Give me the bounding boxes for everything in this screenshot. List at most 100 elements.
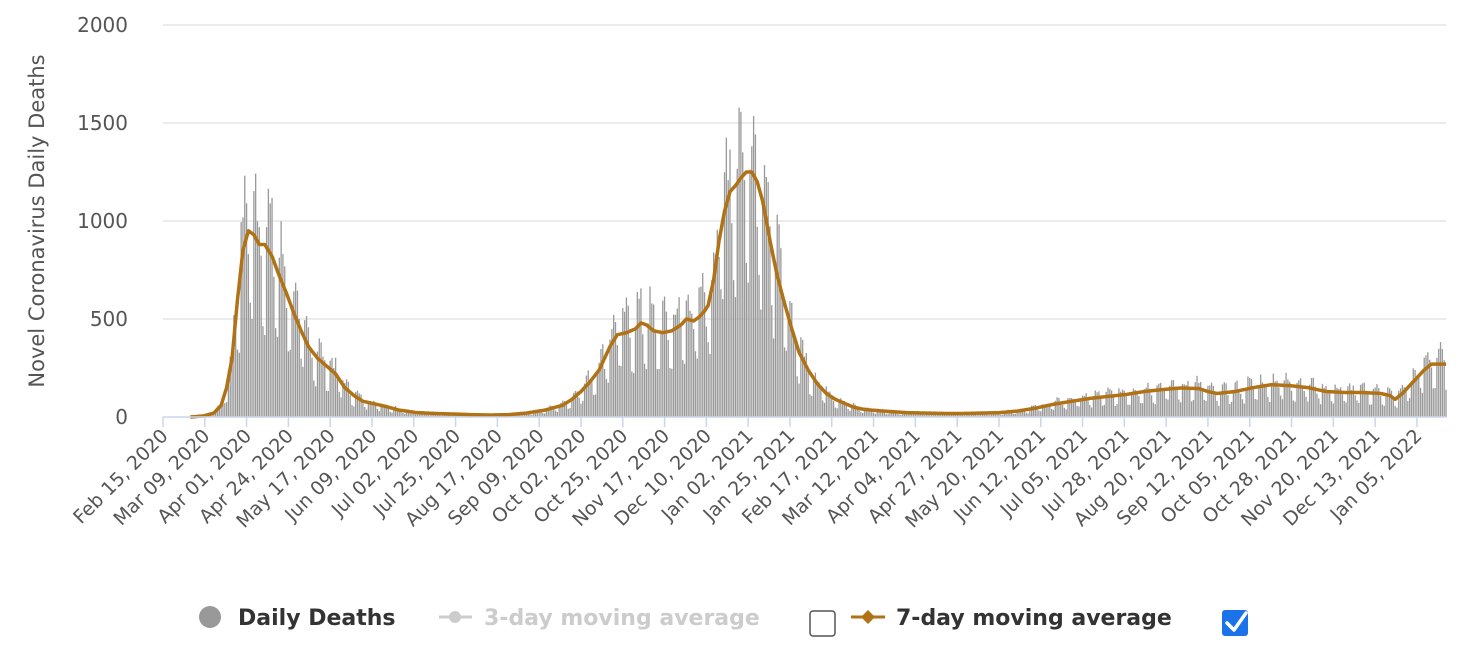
daily-death-bar[interactable] xyxy=(1269,402,1270,417)
daily-death-bar[interactable] xyxy=(259,227,260,417)
daily-death-bar[interactable] xyxy=(1253,389,1254,417)
daily-death-bar[interactable] xyxy=(266,227,267,417)
daily-death-bar[interactable] xyxy=(1442,349,1443,417)
daily-death-bar[interactable] xyxy=(1091,408,1092,417)
daily-death-bar[interactable] xyxy=(1425,355,1426,417)
daily-death-bar[interactable] xyxy=(1275,381,1276,417)
daily-death-bar[interactable] xyxy=(682,360,683,417)
daily-death-bar[interactable] xyxy=(737,169,738,417)
daily-death-bar[interactable] xyxy=(1155,404,1156,417)
daily-death-bar[interactable] xyxy=(1216,401,1217,417)
daily-death-bar[interactable] xyxy=(1409,398,1410,417)
daily-death-bar[interactable] xyxy=(1147,383,1148,417)
daily-death-bar[interactable] xyxy=(678,297,679,417)
daily-death-bar[interactable] xyxy=(1334,385,1335,417)
daily-death-bar[interactable] xyxy=(1318,398,1319,417)
daily-death-bar[interactable] xyxy=(1322,384,1323,417)
daily-death-bar[interactable] xyxy=(702,273,703,417)
daily-death-bar[interactable] xyxy=(631,371,632,417)
daily-death-bar[interactable] xyxy=(746,263,747,417)
daily-death-bar[interactable] xyxy=(728,180,729,417)
daily-death-bar[interactable] xyxy=(1333,403,1334,417)
daily-death-bar[interactable] xyxy=(579,398,580,418)
daily-death-bar[interactable] xyxy=(1235,382,1236,417)
daily-death-bar[interactable] xyxy=(362,403,363,417)
daily-death-bar[interactable] xyxy=(317,352,318,417)
daily-death-bar[interactable] xyxy=(333,368,334,417)
daily-death-bar[interactable] xyxy=(853,403,854,417)
daily-death-bar[interactable] xyxy=(589,380,590,417)
daily-death-bar[interactable] xyxy=(662,301,663,417)
daily-death-bar[interactable] xyxy=(1051,409,1052,417)
daily-death-bar[interactable] xyxy=(1300,378,1301,417)
daily-death-bar[interactable] xyxy=(644,364,645,417)
daily-death-bar[interactable] xyxy=(617,345,618,417)
daily-death-bar[interactable] xyxy=(331,358,332,417)
daily-death-bar[interactable] xyxy=(291,306,292,417)
daily-death-bar[interactable] xyxy=(308,327,309,417)
daily-death-bar[interactable] xyxy=(738,108,739,417)
legend-item-daily-deaths[interactable]: Daily Deaths xyxy=(199,606,396,631)
daily-death-bar[interactable] xyxy=(353,406,354,417)
daily-death-bar[interactable] xyxy=(1245,389,1246,417)
daily-death-bar[interactable] xyxy=(1380,396,1381,417)
daily-death-bar[interactable] xyxy=(290,350,291,417)
daily-death-bar[interactable] xyxy=(753,116,754,417)
daily-death-bar[interactable] xyxy=(1242,399,1243,417)
daily-death-bar[interactable] xyxy=(606,379,607,417)
daily-death-bar[interactable] xyxy=(1076,406,1077,417)
daily-death-bar[interactable] xyxy=(319,338,320,417)
daily-death-bar[interactable] xyxy=(762,200,763,417)
daily-death-bar[interactable] xyxy=(566,405,567,417)
daily-death-bar[interactable] xyxy=(671,369,672,417)
daily-death-bar[interactable] xyxy=(357,391,358,417)
daily-death-bar[interactable] xyxy=(1436,358,1437,417)
daily-death-bar[interactable] xyxy=(251,319,252,417)
daily-death-bar[interactable] xyxy=(582,401,583,417)
daily-death-bar[interactable] xyxy=(1427,352,1428,417)
daily-death-bar[interactable] xyxy=(1329,392,1330,417)
daily-death-bar[interactable] xyxy=(735,297,736,417)
daily-death-bar[interactable] xyxy=(784,347,785,417)
daily-death-bar[interactable] xyxy=(1278,387,1279,417)
daily-death-bar[interactable] xyxy=(1116,404,1117,417)
daily-death-bar[interactable] xyxy=(838,401,839,417)
daily-death-bar[interactable] xyxy=(786,351,787,417)
daily-death-bar[interactable] xyxy=(1402,385,1403,417)
daily-death-bar[interactable] xyxy=(1098,391,1099,417)
daily-death-bar[interactable] xyxy=(366,410,367,417)
daily-death-bar[interactable] xyxy=(1371,404,1372,417)
daily-death-bar[interactable] xyxy=(1167,400,1168,417)
daily-death-bar[interactable] xyxy=(822,400,823,417)
daily-death-bar[interactable] xyxy=(726,138,727,417)
daily-death-bar[interactable] xyxy=(749,170,750,417)
daily-death-bar[interactable] xyxy=(1364,383,1365,417)
daily-death-bar[interactable] xyxy=(1211,383,1212,417)
daily-death-bar[interactable] xyxy=(580,404,581,417)
daily-death-bar[interactable] xyxy=(677,308,678,417)
daily-death-bar[interactable] xyxy=(257,221,258,417)
daily-death-bar[interactable] xyxy=(244,176,245,417)
daily-death-bar[interactable] xyxy=(1038,411,1039,417)
daily-death-bar[interactable] xyxy=(1024,411,1025,417)
daily-death-bar[interactable] xyxy=(239,353,240,417)
daily-death-bar[interactable] xyxy=(1418,375,1419,417)
daily-death-bar[interactable] xyxy=(700,286,701,417)
daily-death-bar[interactable] xyxy=(629,338,630,417)
daily-death-bar[interactable] xyxy=(1353,386,1354,417)
daily-death-bar[interactable] xyxy=(600,349,601,417)
daily-death-bar[interactable] xyxy=(1267,397,1268,417)
daily-death-bar[interactable] xyxy=(377,409,378,417)
daily-death-bar[interactable] xyxy=(224,403,225,417)
daily-death-bar[interactable] xyxy=(1271,383,1272,417)
daily-death-bar[interactable] xyxy=(1115,406,1116,417)
daily-death-bar[interactable] xyxy=(731,223,732,417)
daily-death-bar[interactable] xyxy=(1258,386,1259,417)
daily-death-bar[interactable] xyxy=(1413,368,1414,417)
daily-death-bar[interactable] xyxy=(1075,402,1076,417)
daily-death-bar[interactable] xyxy=(1126,396,1127,417)
daily-death-bar[interactable] xyxy=(797,376,798,417)
daily-death-bar[interactable] xyxy=(595,394,596,417)
daily-death-bar[interactable] xyxy=(1431,368,1432,417)
legend-item-3day-average[interactable]: 3-day moving average xyxy=(439,606,760,631)
